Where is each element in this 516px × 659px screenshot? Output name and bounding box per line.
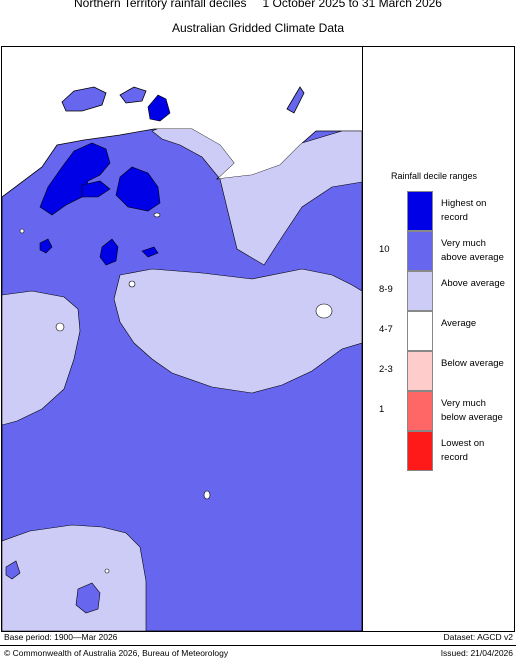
region-average-3 — [128, 280, 136, 288]
region-average-7 — [19, 228, 25, 234]
island-croker — [119, 86, 147, 104]
region-average-1 — [315, 303, 333, 319]
legend-label: Above average — [441, 278, 505, 289]
legend-swatch — [407, 391, 433, 431]
region-highest-small-1 — [81, 180, 111, 198]
region-very-much-above-sw — [5, 560, 21, 580]
map-title: Northern Territory rainfall deciles 1 Oct… — [0, 0, 516, 10]
legend-swatch — [407, 271, 433, 311]
region-highest-west-dot — [39, 238, 53, 254]
base-period: Base period: 1900—Mar 2026 — [4, 632, 118, 642]
island-bathurst — [61, 86, 107, 112]
legend-decile: 1 — [379, 404, 385, 415]
legend-label: Very much above average — [441, 238, 504, 263]
legend-decile: 4-7 — [379, 324, 393, 335]
region-highest-center — [115, 166, 161, 212]
map-title-period: 1 October 2025 to 31 March 2026 — [262, 0, 442, 10]
legend-label: Below average — [441, 358, 504, 369]
copyright-notice: © Commonwealth of Australia 2026, Bureau… — [4, 648, 229, 658]
issued-date: Issued: 21/04/2026 — [440, 648, 513, 658]
average-patches — [19, 212, 333, 574]
legend-panel: Rainfall decile ranges Highest on record… — [362, 46, 515, 632]
region-highest-inland-1 — [99, 238, 119, 266]
legend-label: Very much below average — [441, 398, 503, 423]
rainfall-map — [2, 86, 362, 631]
dataset-label: Dataset: AGCD v2 — [443, 632, 513, 642]
legend-swatch — [407, 311, 433, 351]
legend-label: Highest on record — [441, 198, 487, 223]
legend-swatch — [407, 231, 433, 271]
map-title-region: Northern Territory rainfall deciles — [74, 0, 247, 10]
island-wessel — [286, 86, 305, 114]
map-subtitle: Australian Gridded Climate Data — [171, 21, 345, 35]
region-highest-inland-2 — [141, 246, 159, 258]
legend-decile: 10 — [379, 244, 390, 255]
legend-label: Average — [441, 318, 477, 329]
legend-swatch — [407, 191, 433, 231]
legend-swatch — [407, 351, 433, 391]
legend-decile: 8-9 — [379, 284, 393, 295]
legend-swatch — [407, 431, 433, 471]
legend-title: Rainfall decile ranges — [391, 171, 478, 181]
region-above-average-south — [2, 524, 147, 631]
legend-decile: 2-3 — [379, 364, 393, 375]
highest-on-record-areas — [39, 94, 171, 266]
region-average-6 — [104, 568, 110, 574]
legend-label: Lowest on record — [441, 438, 485, 463]
region-very-much-above-south — [75, 582, 101, 614]
region-average-4 — [153, 212, 161, 218]
region-above-average-central — [113, 268, 362, 394]
very-much-above-patches — [5, 560, 101, 614]
region-average-2 — [55, 322, 65, 332]
region-highest-island — [147, 94, 171, 122]
footer-divider — [0, 645, 516, 646]
map-panel — [1, 46, 363, 632]
region-average-5 — [203, 490, 211, 500]
